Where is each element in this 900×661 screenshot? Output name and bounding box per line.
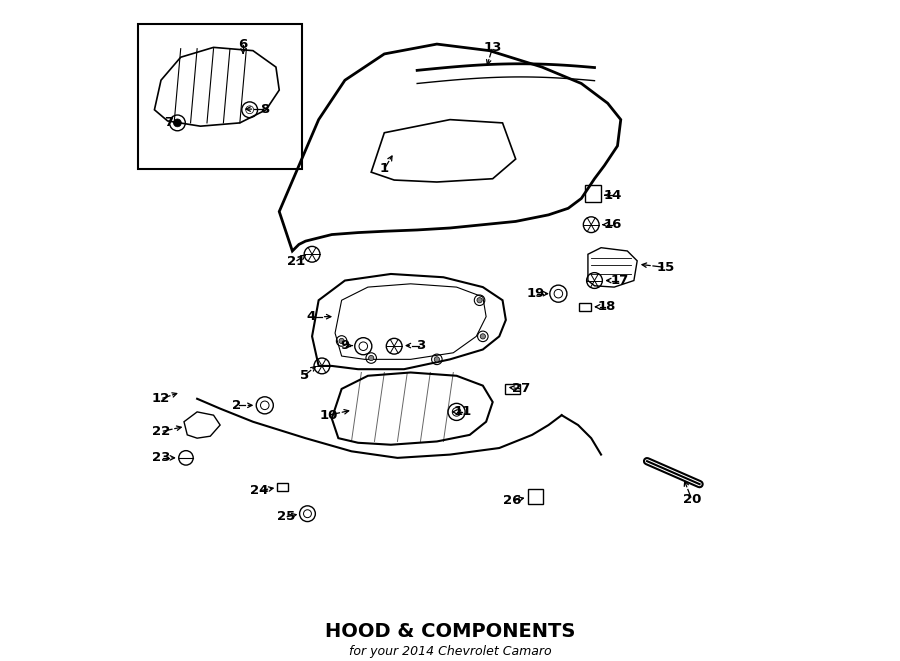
Text: 24: 24 xyxy=(250,485,269,497)
Bar xyxy=(276,483,288,491)
Circle shape xyxy=(339,338,345,344)
Text: 13: 13 xyxy=(483,41,502,54)
Text: 8: 8 xyxy=(260,102,269,116)
Text: 4: 4 xyxy=(306,310,315,323)
Text: 15: 15 xyxy=(656,261,675,274)
Text: 22: 22 xyxy=(152,425,170,438)
Text: 1: 1 xyxy=(380,163,389,175)
Text: HOOD & COMPONENTS: HOOD & COMPONENTS xyxy=(325,623,575,641)
Circle shape xyxy=(481,334,485,339)
Text: 25: 25 xyxy=(276,510,295,524)
Text: 3: 3 xyxy=(416,339,425,352)
Bar xyxy=(505,384,519,394)
Text: 19: 19 xyxy=(526,287,544,300)
Text: 23: 23 xyxy=(152,451,170,465)
Text: 17: 17 xyxy=(610,274,628,287)
Text: 21: 21 xyxy=(286,255,305,268)
Circle shape xyxy=(434,357,439,362)
Text: for your 2014 Chevrolet Camaro: for your 2014 Chevrolet Camaro xyxy=(348,645,552,658)
Text: 6: 6 xyxy=(238,38,248,51)
Text: 26: 26 xyxy=(503,494,522,507)
Text: 16: 16 xyxy=(604,218,622,231)
Text: 12: 12 xyxy=(152,392,170,405)
Bar xyxy=(579,303,590,311)
Circle shape xyxy=(477,297,482,303)
Text: 5: 5 xyxy=(300,369,309,382)
Text: 20: 20 xyxy=(682,492,701,506)
Circle shape xyxy=(369,356,374,361)
Text: 7: 7 xyxy=(165,116,174,130)
Text: 10: 10 xyxy=(320,408,338,422)
Text: 18: 18 xyxy=(597,300,616,313)
Text: 14: 14 xyxy=(604,188,622,202)
Text: 11: 11 xyxy=(454,405,473,418)
Circle shape xyxy=(174,119,182,127)
Text: 9: 9 xyxy=(340,339,349,352)
Text: 27: 27 xyxy=(512,383,530,395)
Bar xyxy=(138,24,302,169)
Text: 2: 2 xyxy=(232,399,241,412)
